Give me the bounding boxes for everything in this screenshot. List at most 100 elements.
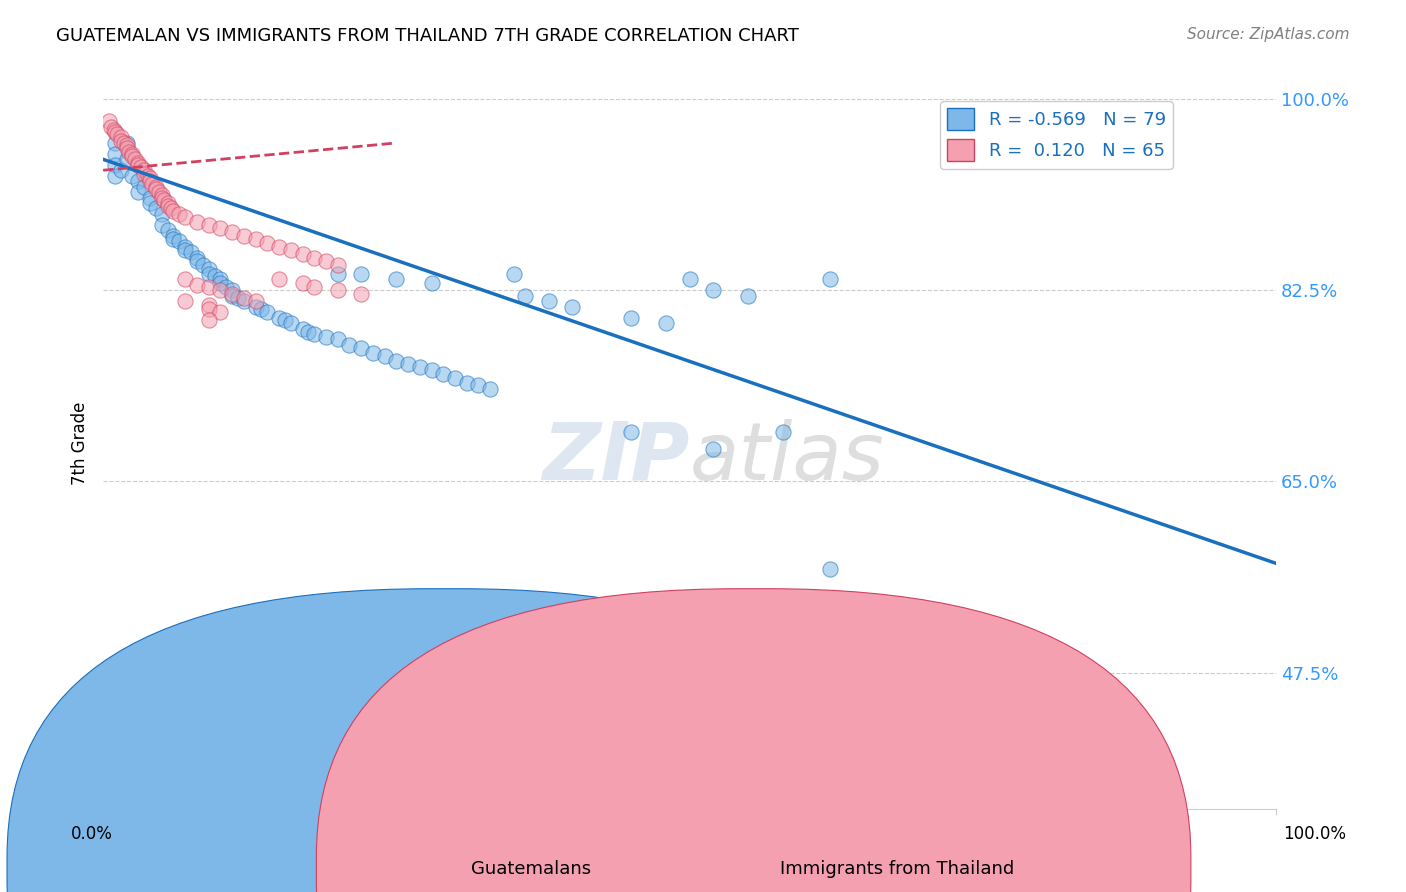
Point <box>820 562 842 576</box>
Point <box>153 193 176 207</box>
Point <box>209 305 232 319</box>
Point <box>115 138 138 153</box>
Point <box>186 277 208 292</box>
Point <box>139 170 162 185</box>
Point <box>250 301 273 316</box>
Point <box>186 251 208 265</box>
Point <box>297 325 319 339</box>
Point <box>432 368 454 382</box>
Point <box>160 202 183 216</box>
Point <box>274 313 297 327</box>
Point <box>104 169 127 183</box>
Text: Guatemalans: Guatemalans <box>471 860 591 878</box>
Point <box>396 357 419 371</box>
Point <box>245 294 267 309</box>
Point <box>232 291 254 305</box>
Point <box>350 286 373 301</box>
Point <box>655 316 678 330</box>
Point <box>104 158 127 172</box>
Point <box>209 221 232 235</box>
Point <box>197 297 219 311</box>
Point <box>174 294 197 309</box>
Point <box>245 300 267 314</box>
Point <box>291 321 314 335</box>
Point <box>115 136 138 150</box>
Point <box>209 272 232 286</box>
Point <box>221 286 243 301</box>
Point <box>820 611 842 625</box>
Point <box>256 236 278 251</box>
Point <box>127 155 149 169</box>
Point <box>115 141 138 155</box>
Point <box>148 185 170 199</box>
Point <box>420 276 443 290</box>
Point <box>150 188 173 202</box>
Point <box>197 280 219 294</box>
Point <box>139 190 162 204</box>
Point <box>110 163 132 178</box>
Point <box>110 130 132 145</box>
Point <box>620 310 643 325</box>
Point <box>204 269 226 284</box>
Point <box>215 280 238 294</box>
Point <box>104 136 127 150</box>
Point <box>820 272 842 286</box>
Point <box>221 226 243 240</box>
Point <box>678 272 700 286</box>
Point <box>420 363 443 377</box>
Text: Immigrants from Thailand: Immigrants from Thailand <box>780 860 1015 878</box>
Point <box>186 214 208 228</box>
Point <box>374 349 396 363</box>
Point <box>772 425 794 440</box>
Point <box>267 240 290 254</box>
Point <box>209 284 232 298</box>
Point <box>315 330 337 344</box>
Point <box>702 442 724 456</box>
Point <box>104 147 127 161</box>
Point <box>150 207 173 221</box>
Text: 0.0%: 0.0% <box>70 825 112 843</box>
Point <box>180 245 202 260</box>
Text: GUATEMALAN VS IMMIGRANTS FROM THAILAND 7TH GRADE CORRELATION CHART: GUATEMALAN VS IMMIGRANTS FROM THAILAND 7… <box>56 27 799 45</box>
Point <box>409 359 432 374</box>
Point <box>467 378 489 392</box>
Point <box>139 196 162 211</box>
Point <box>156 223 179 237</box>
Point <box>162 232 184 246</box>
Point <box>136 169 159 183</box>
Point <box>197 301 219 316</box>
Point <box>737 289 759 303</box>
Point <box>479 382 502 396</box>
Point <box>121 147 143 161</box>
Point <box>174 240 197 254</box>
Point <box>174 210 197 224</box>
Point <box>350 267 373 281</box>
Point <box>245 232 267 246</box>
Point <box>209 276 232 290</box>
Point <box>385 272 408 286</box>
Point <box>444 370 467 384</box>
Point <box>197 267 219 281</box>
Point <box>145 202 167 216</box>
Point <box>118 145 141 159</box>
Point <box>150 218 173 232</box>
Point <box>134 167 156 181</box>
Point <box>104 125 127 139</box>
Point <box>112 136 135 150</box>
Text: ZIP: ZIP <box>543 419 689 497</box>
Point <box>121 149 143 163</box>
Point <box>174 243 197 257</box>
Point <box>256 305 278 319</box>
Point <box>350 341 373 355</box>
Point <box>456 376 478 391</box>
Point <box>267 310 290 325</box>
Point <box>129 160 152 174</box>
Point <box>280 316 302 330</box>
Point <box>134 179 156 194</box>
Point <box>186 253 208 268</box>
Point <box>267 272 290 286</box>
Point <box>221 289 243 303</box>
Point <box>139 174 162 188</box>
Point <box>110 134 132 148</box>
Point <box>100 120 122 134</box>
